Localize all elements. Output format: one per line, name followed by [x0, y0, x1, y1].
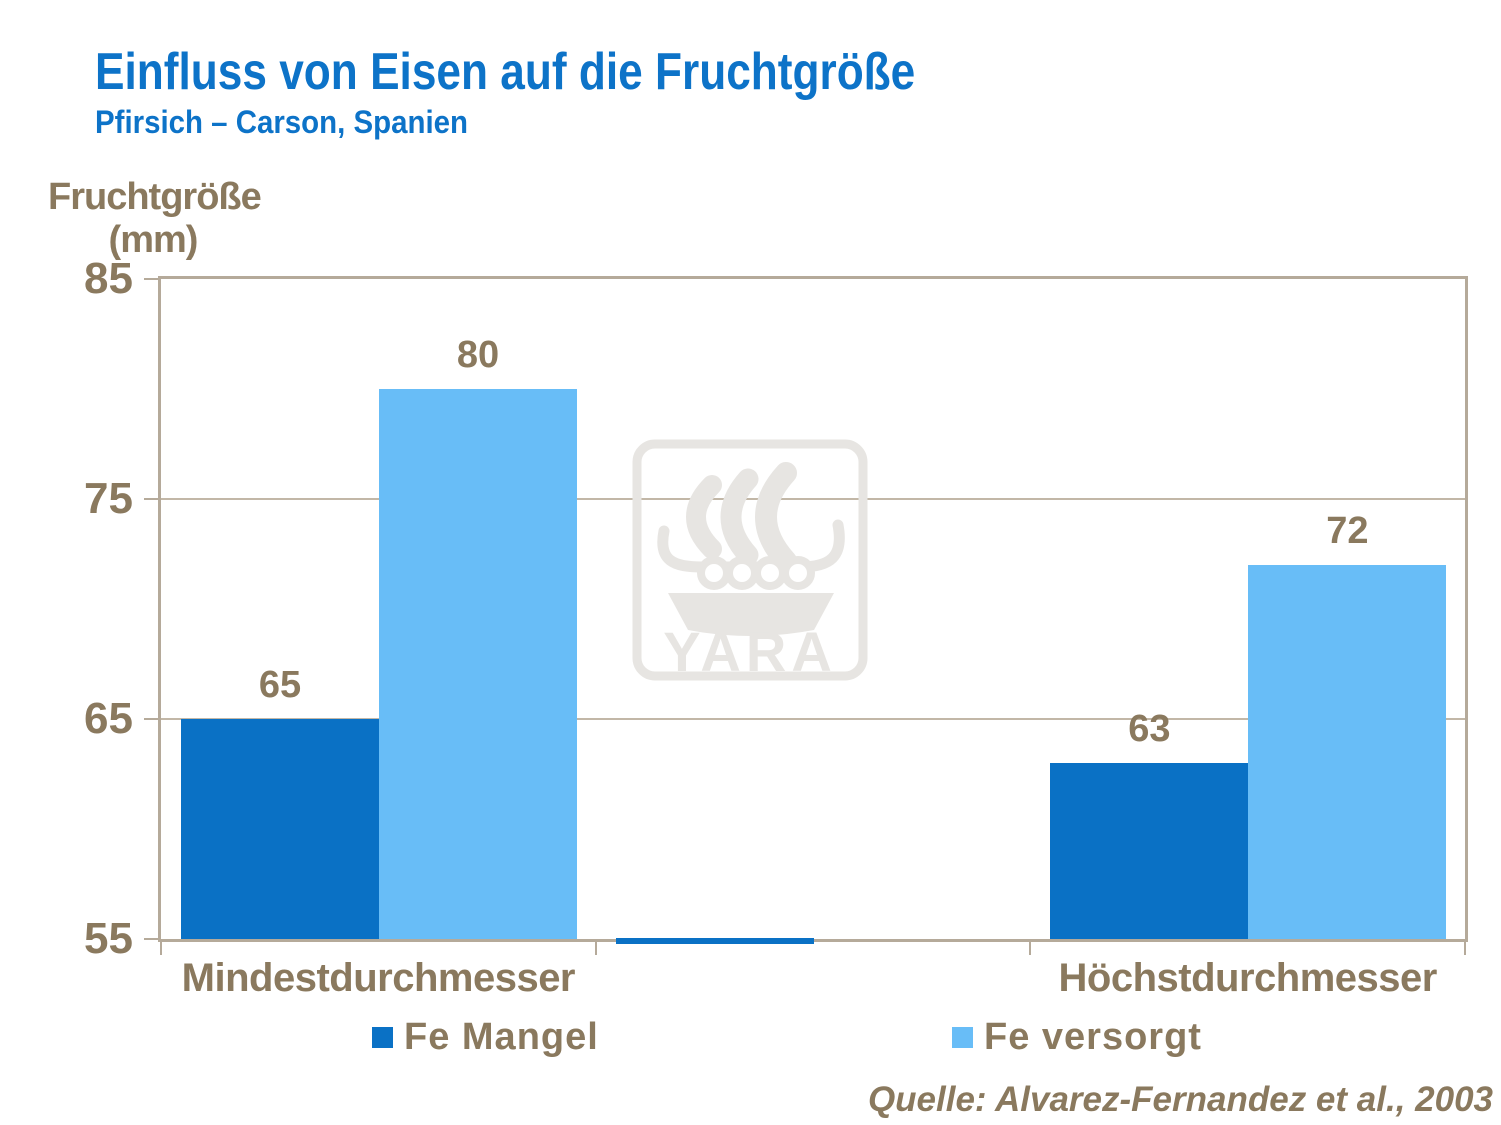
category-label: [596, 956, 1031, 1001]
y-tick-mark: [144, 278, 158, 280]
y-tick-mark: [144, 718, 158, 720]
plot-area: YARA 65 63 80 72: [144, 276, 1468, 955]
x-tick-mark: [1029, 942, 1032, 955]
bar: [181, 719, 379, 939]
x-tick-mark: [1464, 942, 1466, 955]
legend-item: Fe Mangel: [372, 1016, 599, 1059]
bar-value-label: 80: [456, 334, 500, 376]
category-label: Höchstdurchmesser: [1058, 956, 1438, 1000]
x-axis-category-row: Mindestdurchmesser Höchstdurchmesser: [161, 956, 1465, 1001]
category-label: Mindestdurchmesser: [181, 956, 576, 1000]
y-axis-title-line1: Fruchtgröße: [48, 176, 262, 218]
y-tick-label: 65: [84, 694, 133, 743]
bar-value-label: 65: [258, 664, 302, 706]
y-tick-label: 85: [84, 254, 133, 303]
bar-value-label: 63: [1128, 708, 1171, 750]
watermark-text: YARA: [663, 620, 837, 681]
legend-item: Fe versorgt: [952, 1016, 1202, 1059]
y-axis-title: Fruchtgröße (mm): [48, 176, 262, 261]
y-tick-mark: [144, 938, 158, 940]
yara-watermark-logo: YARA: [632, 439, 868, 681]
bar: [1248, 565, 1447, 939]
legend-label: Fe versorgt: [984, 1016, 1202, 1058]
chart-title: Einfluss von Eisen auf die Fruchtgröße: [95, 43, 916, 101]
bar: [615, 938, 814, 944]
y-tick-label: 55: [84, 914, 133, 963]
source-citation: Quelle: Alvarez-Fernandez et al., 2003: [867, 1080, 1493, 1119]
legend: Fe Mangel Fe versorgt: [0, 1016, 1501, 1066]
legend-swatch-icon: [952, 1027, 973, 1048]
legend-label: Fe Mangel: [404, 1016, 599, 1058]
bar: [1050, 763, 1249, 939]
legend-swatch-icon: [372, 1027, 393, 1048]
x-tick-mark: [160, 942, 162, 955]
gridline: [161, 498, 1465, 500]
viking-ship-icon: [657, 462, 845, 636]
bar-value-label: 72: [1326, 510, 1369, 552]
y-axis-title-line2: (mm): [108, 218, 199, 261]
y-tick-mark: [144, 498, 158, 500]
gridline: [161, 718, 1465, 720]
x-tick-mark: [594, 942, 597, 955]
chart-subtitle: Pfirsich – Carson, Spanien: [95, 104, 469, 140]
bar: [379, 389, 577, 939]
y-tick-label: 75: [84, 474, 133, 523]
watermark-frame: [632, 439, 868, 681]
